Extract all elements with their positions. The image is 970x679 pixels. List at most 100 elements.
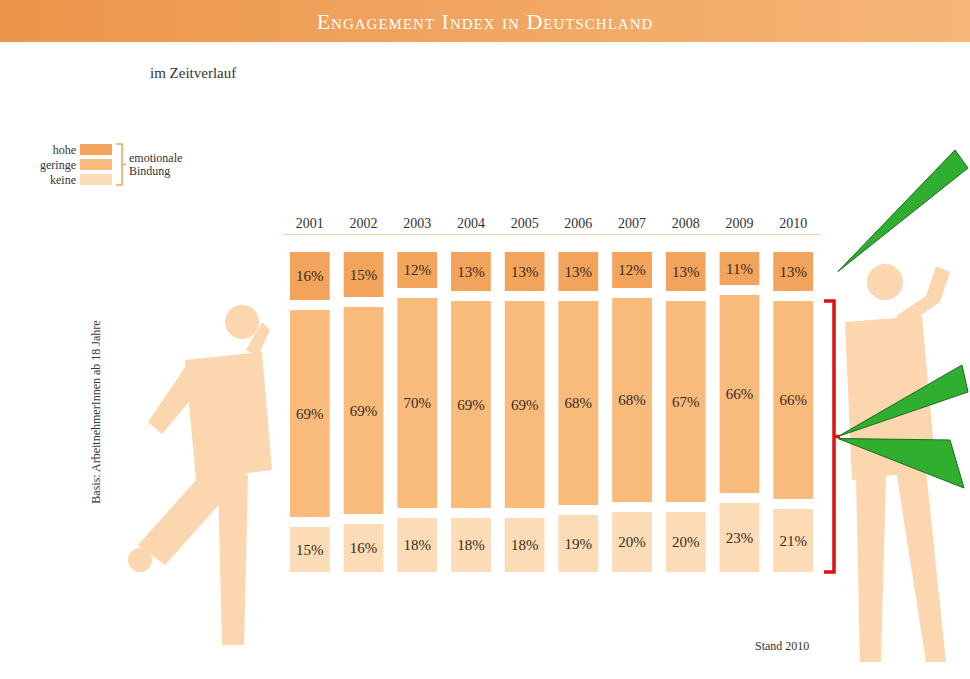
decoration xyxy=(128,264,950,662)
x-axis-line xyxy=(284,234,821,235)
x-axis: 2001 2002 2003 2004 2005 2006 2007 2008 2009 2010 xyxy=(284,216,821,235)
y-axis-title: Basis: ArbeitnehmerInnen ab 18 Jahre xyxy=(89,320,103,503)
chart: Engagement Index in Deutschland im Zeitve… xyxy=(0,0,970,679)
x-tick: 2002 xyxy=(350,216,378,234)
subtitle: im Zeitverlauf xyxy=(150,65,236,81)
bar xyxy=(451,301,491,508)
data-label: 68% xyxy=(565,395,593,411)
data-label: 12% xyxy=(404,262,432,278)
bar xyxy=(344,524,384,572)
x-tick: 2009 xyxy=(725,216,753,234)
x-tick-label: 2006 xyxy=(564,216,592,231)
figure-body xyxy=(896,470,946,662)
bar xyxy=(558,252,598,291)
annotation: Stand 2010 xyxy=(755,639,809,653)
title-band xyxy=(0,0,970,42)
bar xyxy=(612,298,652,502)
data-label: 12% xyxy=(618,262,646,278)
data-label: 20% xyxy=(618,534,646,550)
data-label: 21% xyxy=(779,533,807,549)
bar xyxy=(344,307,384,514)
data-label: 13% xyxy=(457,264,485,280)
callouts xyxy=(824,150,968,572)
x-tick-label: 2003 xyxy=(403,216,431,231)
legend-title-line: emotionale xyxy=(129,151,182,165)
data-label: 15% xyxy=(296,542,324,558)
callout xyxy=(838,365,968,437)
callout xyxy=(838,150,968,272)
figure-body xyxy=(856,475,886,662)
x-tick: 2008 xyxy=(672,216,700,234)
figure-head xyxy=(867,264,903,300)
x-tick: 2001 xyxy=(296,216,324,234)
data-label: 18% xyxy=(457,537,485,553)
figure-head xyxy=(225,305,259,339)
bar xyxy=(666,301,706,502)
data-label: 69% xyxy=(350,403,378,419)
x-tick: 2003 xyxy=(403,216,431,234)
legend-title: emotionaleBindung xyxy=(129,151,182,178)
bar xyxy=(773,252,813,291)
data-label: 67% xyxy=(672,394,700,410)
figure-ball xyxy=(128,548,152,572)
legend-swatch xyxy=(80,174,112,185)
bar xyxy=(720,252,760,285)
x-tick-label: 2005 xyxy=(511,216,539,231)
bar xyxy=(720,503,760,572)
legend-label: keine xyxy=(50,173,76,187)
bar xyxy=(397,252,437,288)
data-label: 16% xyxy=(296,268,324,284)
bar xyxy=(451,252,491,291)
data-label: 19% xyxy=(565,536,593,552)
data-label: 20% xyxy=(672,534,700,550)
figure-body xyxy=(148,366,204,434)
x-tick-label: 2010 xyxy=(779,216,807,231)
legend-bracket xyxy=(116,144,126,185)
data-label: 18% xyxy=(404,537,432,553)
bar xyxy=(505,518,545,572)
bracket xyxy=(824,301,840,572)
bar xyxy=(505,301,545,508)
x-tick-label: 2002 xyxy=(350,216,378,231)
bar xyxy=(290,310,330,517)
bar xyxy=(290,527,330,572)
data-label: 13% xyxy=(672,264,700,280)
bar xyxy=(720,295,760,493)
data-label: 69% xyxy=(457,397,485,413)
data-label: 69% xyxy=(511,397,539,413)
title: Engagement Index in Deutschland xyxy=(317,9,654,34)
data-label: 18% xyxy=(511,537,539,553)
data-label: 13% xyxy=(511,264,539,280)
data-label: 70% xyxy=(404,395,432,411)
data-label: 66% xyxy=(726,386,754,402)
bar xyxy=(558,301,598,505)
bar xyxy=(505,252,545,291)
legend-swatch xyxy=(80,144,112,155)
legend-swatch xyxy=(80,159,112,170)
figure-body xyxy=(185,352,272,480)
data-label: 15% xyxy=(350,267,378,283)
data-label: 69% xyxy=(296,406,324,422)
data-label: 68% xyxy=(618,392,646,408)
figure-body xyxy=(218,475,248,645)
bar xyxy=(612,252,652,288)
bar xyxy=(344,252,384,297)
bar xyxy=(773,509,813,572)
x-tick: 2007 xyxy=(618,216,646,234)
data-label: 23% xyxy=(726,530,754,546)
bar xyxy=(612,512,652,572)
x-tick-label: 2009 xyxy=(725,216,753,231)
legend-label: geringe xyxy=(40,158,76,172)
bar xyxy=(397,298,437,508)
bar xyxy=(397,518,437,572)
bar xyxy=(666,252,706,291)
x-tick-label: 2004 xyxy=(457,216,485,231)
callout xyxy=(838,439,964,489)
x-tick-label: 2008 xyxy=(672,216,700,231)
legend: hohegeringekeineemotionaleBindung xyxy=(40,143,182,187)
data-label: 11% xyxy=(726,261,753,277)
x-tick-label: 2001 xyxy=(296,216,324,231)
bar xyxy=(558,515,598,572)
x-tick-label: 2007 xyxy=(618,216,646,231)
data-label: 13% xyxy=(565,264,593,280)
